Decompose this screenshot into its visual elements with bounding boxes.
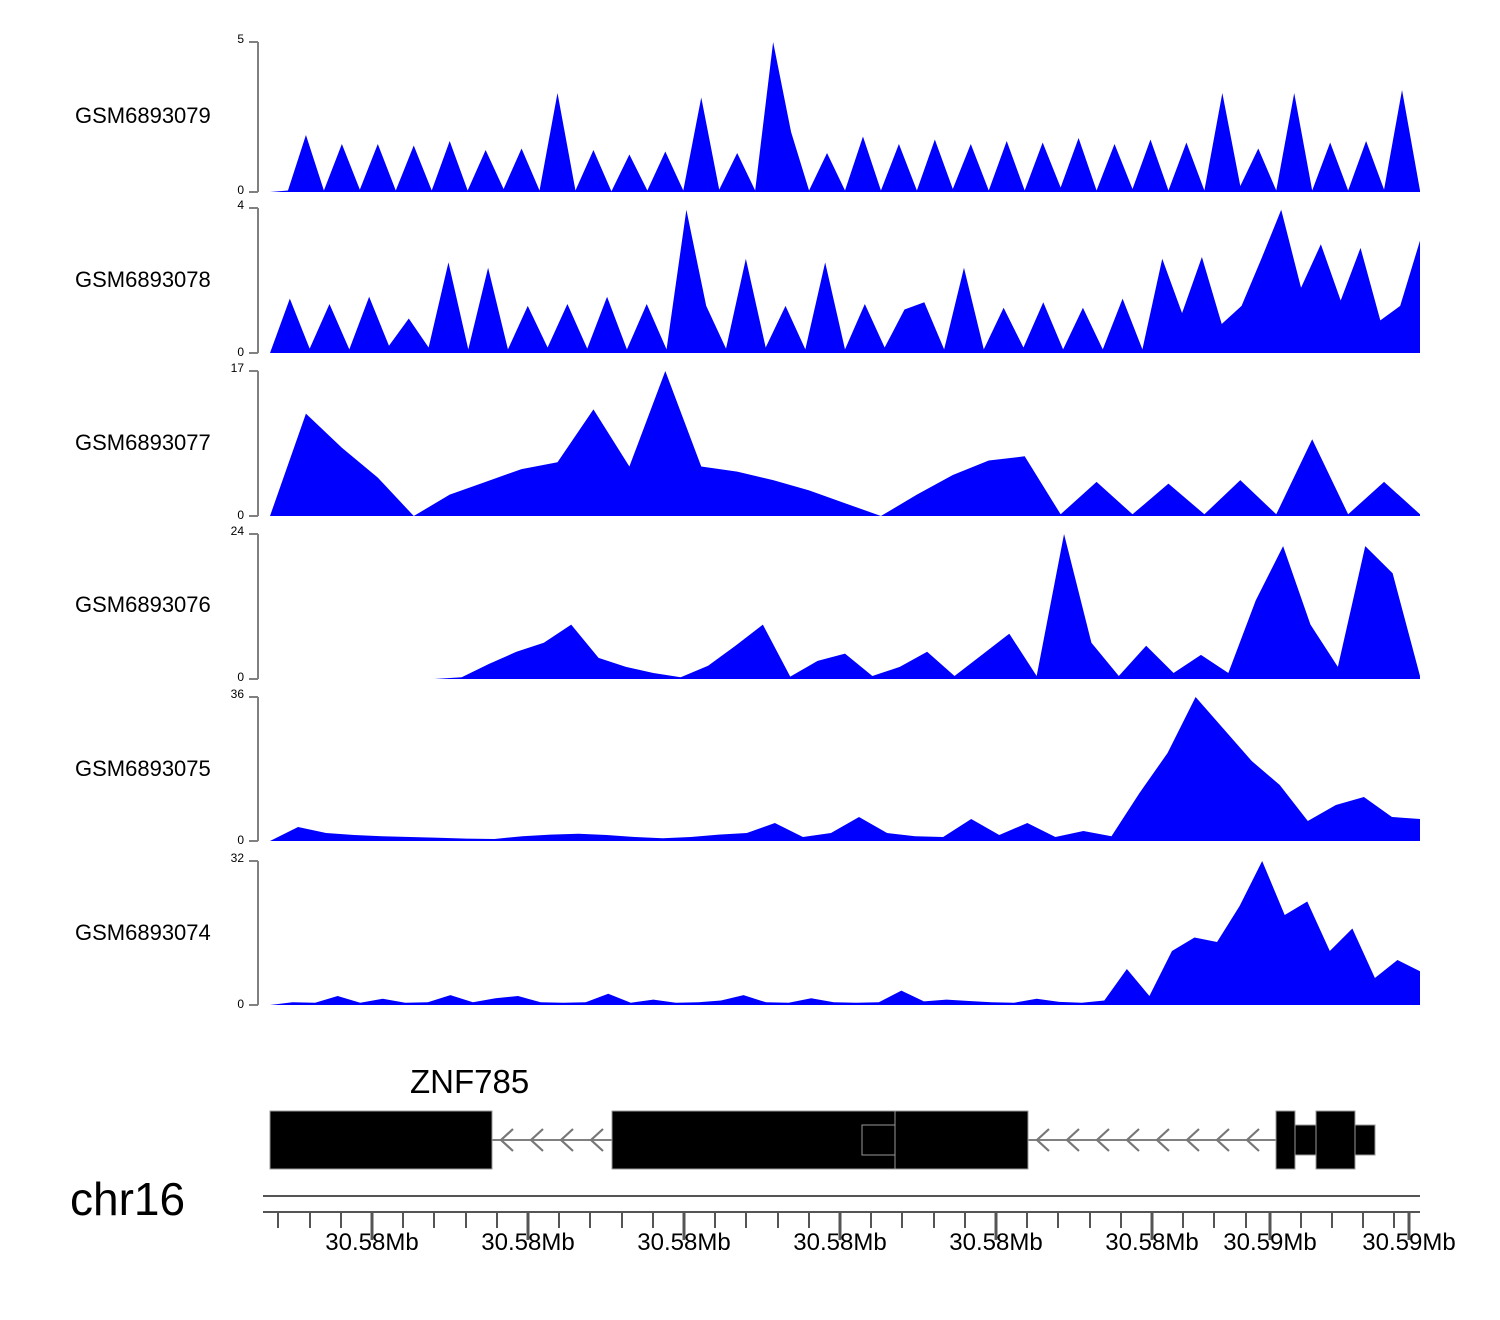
track-label-1: GSM6893078 xyxy=(75,267,211,292)
strand-arrow-icon xyxy=(1245,1128,1260,1152)
gene-thin-segment xyxy=(1354,1124,1376,1156)
coverage-area-GSM6893077 xyxy=(270,371,1420,516)
axis-max-label-1: 4 xyxy=(237,198,244,212)
axis-zero-label-2: 0 xyxy=(237,508,244,522)
axis-zero-label-4: 0 xyxy=(237,833,244,847)
strand-arrow-icon xyxy=(559,1128,574,1152)
strand-arrow-icon xyxy=(529,1128,544,1152)
axis-zero-label-5: 0 xyxy=(237,997,244,1011)
track-label-5: GSM6893074 xyxy=(75,920,211,945)
coverage-area-GSM6893076 xyxy=(270,534,1420,679)
axis-max-label-2: 17 xyxy=(230,361,244,375)
track-label-3: GSM6893076 xyxy=(75,592,211,617)
chromosome-label: chr16 xyxy=(70,1173,186,1225)
strand-arrow-icon xyxy=(499,1128,514,1152)
strand-arrow-icon xyxy=(1215,1128,1230,1152)
axis-max-label-3: 24 xyxy=(230,524,244,538)
strand-arrow-icon xyxy=(1035,1128,1050,1152)
gene-thin-segment xyxy=(861,1124,896,1156)
coverage-area-GSM6893075 xyxy=(270,697,1420,841)
track-label-2: GSM6893077 xyxy=(75,430,211,455)
track-label-4: GSM6893075 xyxy=(75,756,211,781)
strand-arrow-icon xyxy=(1065,1128,1080,1152)
coverage-area-GSM6893074 xyxy=(270,861,1420,1005)
gene-exon-block xyxy=(894,1110,1029,1170)
gene-exon-block xyxy=(611,1110,901,1170)
track-label-0: GSM6893079 xyxy=(75,103,211,128)
axis-zero-label-3: 0 xyxy=(237,670,244,684)
gene-exon-block xyxy=(1315,1110,1356,1170)
strand-arrow-icon xyxy=(1095,1128,1110,1152)
axis-max-label-5: 32 xyxy=(230,851,244,865)
gene-name-label: ZNF785 xyxy=(410,1063,530,1100)
strand-arrow-icon xyxy=(1155,1128,1170,1152)
axis-max-label-4: 36 xyxy=(230,687,244,701)
strand-arrow-icon xyxy=(1185,1128,1200,1152)
gene-exon-block xyxy=(1275,1110,1296,1170)
strand-arrow-icon xyxy=(1125,1128,1140,1152)
axis-zero-label-0: 0 xyxy=(237,183,244,197)
strand-arrow-icon xyxy=(589,1128,604,1152)
coverage-area-GSM6893078 xyxy=(270,209,1420,353)
axis-zero-label-1: 0 xyxy=(237,345,244,359)
gene-exon-block xyxy=(269,1110,493,1170)
axis-max-label-0: 5 xyxy=(237,32,244,46)
coverage-area-GSM6893079 xyxy=(270,42,1420,192)
gene-thin-segment xyxy=(1294,1124,1317,1156)
